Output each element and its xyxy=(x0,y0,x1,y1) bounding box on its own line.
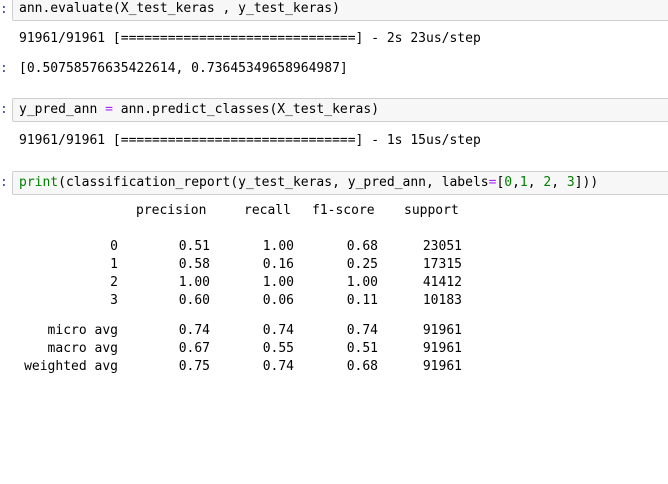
support-value: 91961 xyxy=(422,341,462,356)
row-label: macro avg xyxy=(47,341,118,356)
number-literal: 1 xyxy=(519,175,528,190)
support-value: 41412 xyxy=(422,275,462,290)
code-text: , xyxy=(527,175,544,190)
support-value: 10183 xyxy=(422,293,462,308)
precision-value: 0.51 xyxy=(178,239,210,254)
assign-operator: = xyxy=(488,175,497,190)
row-label: 3 xyxy=(110,293,118,308)
row-label: 1 xyxy=(110,257,118,272)
report-class-row: 3 0.60 0.06 0.11 10183 xyxy=(0,292,668,310)
input-prompt: : xyxy=(0,2,8,17)
recall-value: 0.74 xyxy=(262,359,294,374)
f1-value: 0.68 xyxy=(346,239,378,254)
f1-value: 0.51 xyxy=(346,341,378,356)
code-text: y_pred_ann xyxy=(19,102,106,117)
assign-operator: = xyxy=(105,102,113,117)
report-header-row: precision recall f1-score support xyxy=(0,202,668,220)
output-prompt: : xyxy=(0,61,8,76)
f1-value: 0.68 xyxy=(346,359,378,374)
input-prompt: : xyxy=(0,102,8,117)
evaluate-progress-output: 91961/91961 [===========================… xyxy=(19,31,481,46)
report-avg-row: weighted avg 0.75 0.74 0.68 91961 xyxy=(0,358,668,376)
f1-value: 0.11 xyxy=(346,293,378,308)
report-avg-row: macro avg 0.67 0.55 0.51 91961 xyxy=(0,340,668,358)
number-literal: 3 xyxy=(566,175,575,190)
precision-value: 0.67 xyxy=(178,341,210,356)
f1-value: 1.00 xyxy=(346,275,378,290)
code-text: ann.evaluate(X_test_keras , y_test_keras… xyxy=(19,1,340,16)
row-label: micro avg xyxy=(47,323,118,338)
recall-value: 0.55 xyxy=(262,341,294,356)
support-value: 91961 xyxy=(422,323,462,338)
recall-value: 0.74 xyxy=(262,323,294,338)
support-value: 91961 xyxy=(422,359,462,374)
code-text: , xyxy=(551,175,567,190)
header-support: support xyxy=(404,203,459,218)
recall-value: 1.00 xyxy=(262,239,294,254)
report-avg-row: micro avg 0.74 0.74 0.74 91961 xyxy=(0,322,668,340)
header-f1-score: f1-score xyxy=(312,203,375,218)
recall-value: 0.16 xyxy=(262,257,294,272)
number-literal: 0 xyxy=(504,175,513,190)
f1-value: 0.74 xyxy=(346,323,378,338)
evaluate-result-output: [0.50758576635422614, 0.7364534965896498… xyxy=(19,61,348,76)
report-class-row: 2 1.00 1.00 1.00 41412 xyxy=(0,274,668,292)
report-class-row: 1 0.58 0.16 0.25 17315 xyxy=(0,256,668,274)
code-text: (classification_report(y_test_keras, y_p… xyxy=(58,175,489,190)
support-value: 23051 xyxy=(422,239,462,254)
code-cell-predict[interactable]: y_pred_ann = ann.predict_classes(X_test_… xyxy=(12,98,668,122)
row-label: 2 xyxy=(110,275,118,290)
code-cell-report[interactable]: print(classification_report(y_test_keras… xyxy=(12,171,668,195)
code-cell-evaluate[interactable]: ann.evaluate(X_test_keras , y_test_keras… xyxy=(12,0,668,21)
code-text: [ xyxy=(496,175,505,190)
predict-progress-output: 91961/91961 [===========================… xyxy=(19,133,481,148)
precision-value: 1.00 xyxy=(178,275,210,290)
precision-value: 0.60 xyxy=(178,293,210,308)
recall-value: 0.06 xyxy=(262,293,294,308)
code-text: ann.predict_classes(X_test_keras) xyxy=(112,102,380,117)
input-prompt: : xyxy=(0,175,8,190)
report-class-row: 0 0.51 1.00 0.68 23051 xyxy=(0,238,668,256)
precision-value: 0.74 xyxy=(178,323,210,338)
code-text: ])) xyxy=(574,175,599,190)
header-recall: recall xyxy=(244,203,291,218)
number-literal: 2 xyxy=(543,175,552,190)
precision-value: 0.75 xyxy=(178,359,210,374)
support-value: 17315 xyxy=(422,257,462,272)
row-label: 0 xyxy=(110,239,118,254)
header-precision: precision xyxy=(136,203,207,218)
code-text: , xyxy=(512,175,520,190)
recall-value: 1.00 xyxy=(262,275,294,290)
row-label: weighted avg xyxy=(24,359,118,374)
precision-value: 0.58 xyxy=(178,257,210,272)
print-keyword: print xyxy=(19,175,59,190)
f1-value: 0.25 xyxy=(346,257,378,272)
